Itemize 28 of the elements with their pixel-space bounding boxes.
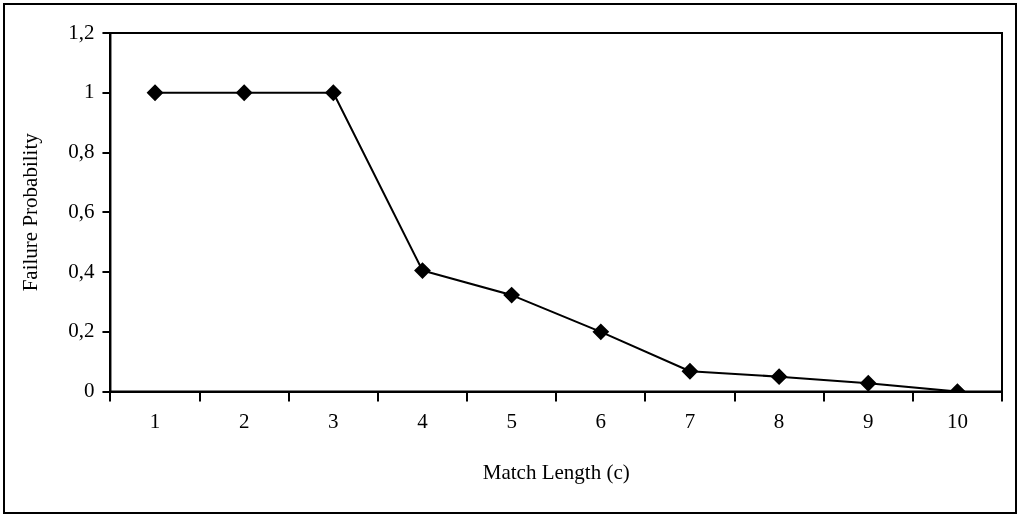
x-tick-label: 4 (417, 408, 429, 433)
point (860, 375, 877, 392)
point (503, 287, 520, 304)
x-tick-label: 3 (328, 408, 339, 433)
y-tick-label: 1,2 (68, 19, 95, 44)
y-tick-label: 0,4 (68, 258, 95, 283)
point (236, 84, 253, 101)
x-tick-label: 9 (863, 408, 874, 433)
point (147, 84, 164, 101)
y-tick-label: 0,8 (68, 139, 95, 164)
point (414, 262, 431, 279)
x-tick-label: 10 (946, 408, 968, 433)
x-tick-label: 8 (773, 408, 785, 433)
x-tick-label: 5 (506, 408, 517, 433)
point (325, 84, 342, 101)
x-tick-label: 2 (238, 408, 250, 433)
y-axis-title: Failure Probability (18, 132, 43, 292)
point (771, 368, 788, 385)
x-tick-label: 1 (149, 408, 161, 433)
y-tick-label: 0 (83, 378, 95, 403)
point (681, 363, 698, 380)
y-tick-label: 1 (83, 79, 95, 104)
point (592, 323, 609, 340)
x-tick-label: 7 (684, 408, 696, 433)
x-axis-title: Match Length (c) (482, 459, 630, 484)
y-tick-label: 0,2 (68, 318, 95, 343)
x-tick-label: 6 (595, 408, 607, 433)
y-tick-label: 0,6 (68, 198, 95, 223)
